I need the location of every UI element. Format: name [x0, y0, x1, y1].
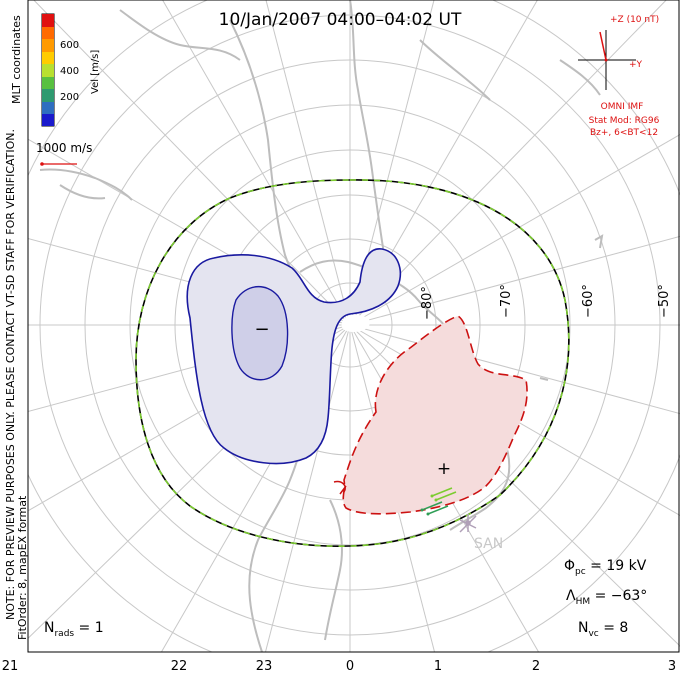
n-rads: Nrads = 1: [44, 620, 104, 639]
colorbar-label: Vel [m/s]: [90, 50, 101, 94]
n-vc: Nvc = 8: [578, 620, 628, 639]
plot-title: 10/Jan/2007 04:00–04:02 UT: [219, 10, 462, 30]
pole-gap: [341, 314, 371, 332]
preview-note: NOTE: FOR PREVIEW PURPOSES ONLY. PLEASE …: [4, 129, 17, 620]
positive-small-contour: [333, 480, 347, 495]
imf-z-label: +Z (10 nT): [610, 15, 659, 25]
imf-y-label: +Y: [629, 60, 643, 70]
colorbar-segment: [42, 27, 54, 39]
negative-cell-marker: −: [254, 319, 269, 340]
mlt-label: 3: [668, 659, 676, 674]
positive-potential-cell: +: [333, 315, 528, 515]
radar-vectors: [420, 487, 457, 516]
velocity-colorbar: 600 400 200 Vel [m/s]: [41, 13, 101, 127]
mlt-label: 22: [171, 659, 188, 674]
imf-source: OMNI IMF: [601, 102, 644, 112]
vector-scale: 1000 m/s: [36, 141, 92, 166]
colorbar-segment: [42, 77, 54, 89]
imf-condition: Bz+, 6<BT<12: [590, 128, 658, 138]
lambda-hm: ΛHM = −63°: [566, 588, 647, 607]
negative-potential-cell: −: [186, 248, 402, 465]
radar-label: SAN: [474, 536, 503, 552]
positive-contour: [342, 315, 528, 515]
colorbar-tick: 400: [60, 66, 79, 77]
vector-scale-label: 1000 m/s: [36, 141, 92, 155]
latitude-label: −70°: [499, 284, 514, 318]
negative-inner-contour: [231, 286, 289, 381]
mlt-label: 0: [346, 659, 354, 674]
colorbar-segment: [42, 64, 54, 77]
colorbar-tick: 600: [60, 40, 79, 51]
mlt-label: 23: [256, 659, 273, 674]
colorbar-segment: [42, 102, 54, 114]
colorbar-tick: 200: [60, 92, 79, 103]
mlt-label: 21: [2, 659, 19, 674]
fit-order-note: FitOrder: 8, mapEX format: [16, 495, 29, 640]
colorbar-segment: [42, 14, 54, 27]
coordinates-label: MLT coordinates: [10, 15, 23, 104]
colorbar-segment: [42, 89, 54, 102]
colorbar-segment: [42, 52, 54, 64]
fit-statistics: Φpc = 19 kV ΛHM = −63° Nvc = 8 Nrads = 1: [44, 558, 647, 639]
mlt-axis: 21 22 23 0 1 2 3: [2, 659, 676, 674]
latitude-label: −50°: [657, 284, 672, 318]
latitude-label: −60°: [581, 284, 596, 318]
san-radar-site: [459, 514, 477, 533]
plot-frame: [27, 0, 680, 653]
imf-clock: +Z (10 nT) +Y OMNI IMF Stat Mod: RG96 Bz…: [578, 15, 660, 138]
mlt-label: 2: [532, 659, 540, 674]
colorbar-segment: [42, 39, 54, 52]
latitude-label: −80°: [420, 286, 435, 320]
stat-model: Stat Mod: RG96: [589, 116, 660, 126]
phi-pc: Φpc = 19 kV: [564, 558, 647, 577]
heppner-maynard-boundary: [135, 179, 570, 547]
mlt-label: 1: [434, 659, 442, 674]
positive-cell-marker: +: [437, 459, 451, 479]
colorbar-segment: [42, 114, 54, 126]
